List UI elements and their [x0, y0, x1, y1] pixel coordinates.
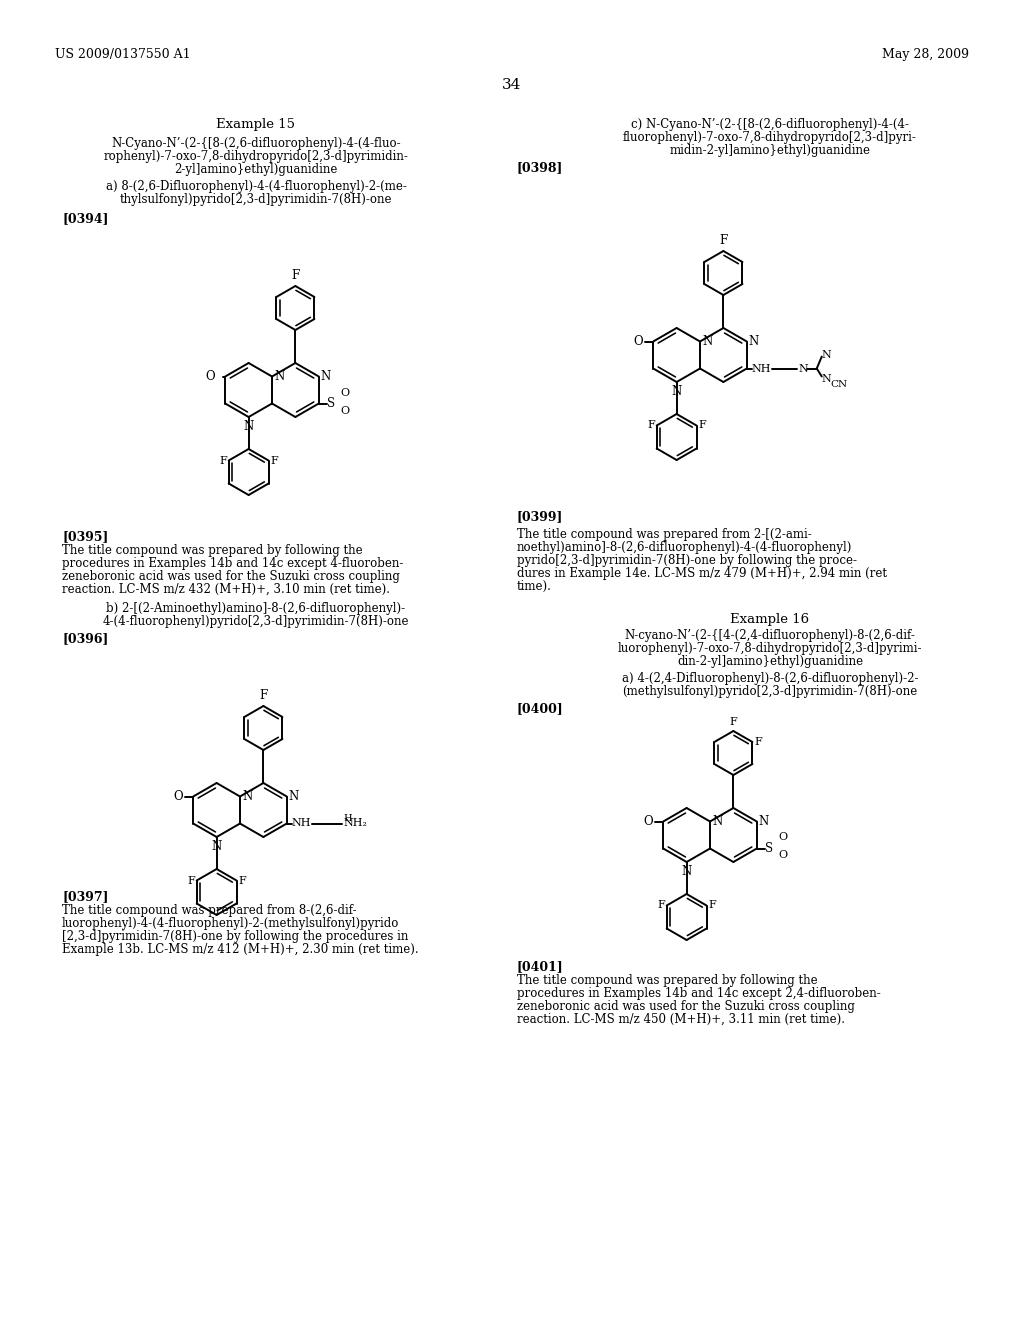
Text: N: N: [749, 335, 759, 348]
Text: procedures in Examples 14b and 14c except 4-fluoroben-: procedures in Examples 14b and 14c excep…: [62, 557, 403, 570]
Text: F: F: [239, 875, 247, 886]
Text: F: F: [729, 717, 737, 727]
Text: Example 13b. LC-MS m/z 412 (M+H)+, 2.30 min (ret time).: Example 13b. LC-MS m/z 412 (M+H)+, 2.30 …: [62, 942, 419, 956]
Text: F: F: [719, 234, 727, 247]
Text: [0400]: [0400]: [517, 702, 564, 715]
Text: N: N: [244, 420, 254, 433]
Text: [2,3-d]pyrimidin-7(8H)-one by following the procedures in: [2,3-d]pyrimidin-7(8H)-one by following …: [62, 931, 409, 942]
Text: din-2-yl]amino}ethyl)guanidine: din-2-yl]amino}ethyl)guanidine: [677, 655, 863, 668]
Text: dures in Example 14e. LC-MS m/z 479 (M+H)+, 2.94 min (ret: dures in Example 14e. LC-MS m/z 479 (M+H…: [517, 568, 887, 579]
Text: O: O: [341, 405, 350, 416]
Text: N: N: [702, 335, 713, 348]
Text: F: F: [291, 269, 299, 282]
Text: F: F: [647, 421, 654, 430]
Text: NH₂: NH₂: [344, 818, 368, 829]
Text: The title compound was prepared by following the: The title compound was prepared by follo…: [517, 974, 817, 987]
Text: O: O: [779, 833, 787, 842]
Text: luorophenyl)-4-(4-fluorophenyl)-2-(methylsulfonyl)pyrido: luorophenyl)-4-(4-fluorophenyl)-2-(methy…: [62, 917, 399, 931]
Text: N: N: [321, 370, 331, 383]
Text: c) N-Cyano-N’-(2-{[8-(2,6-difluorophenyl)-4-(4-: c) N-Cyano-N’-(2-{[8-(2,6-difluorophenyl…: [631, 117, 909, 131]
Text: S: S: [327, 397, 335, 411]
Text: NH: NH: [292, 818, 311, 829]
Text: F: F: [187, 875, 195, 886]
Text: The title compound was prepared from 2-[(2-ami-: The title compound was prepared from 2-[…: [517, 528, 812, 541]
Text: luorophenyl)-7-oxo-7,8-dihydropyrido[2,3-d]pyrimi-: luorophenyl)-7-oxo-7,8-dihydropyrido[2,3…: [617, 642, 923, 655]
Text: F: F: [698, 421, 707, 430]
Text: F: F: [270, 455, 279, 466]
Text: N: N: [759, 814, 769, 828]
Text: Example 15: Example 15: [216, 117, 296, 131]
Text: N: N: [822, 350, 831, 359]
Text: a) 4-(2,4-Difluorophenyl)-8-(2,6-difluorophenyl)-2-: a) 4-(2,4-Difluorophenyl)-8-(2,6-difluor…: [622, 672, 919, 685]
Text: F: F: [755, 737, 762, 747]
Text: NH: NH: [752, 363, 771, 374]
Text: time).: time).: [517, 579, 552, 593]
Text: zeneboronic acid was used for the Suzuki cross coupling: zeneboronic acid was used for the Suzuki…: [62, 570, 400, 583]
Text: S: S: [765, 842, 773, 855]
Text: H: H: [344, 814, 352, 822]
Text: N: N: [822, 374, 831, 384]
Text: N: N: [212, 840, 222, 853]
Text: May 28, 2009: May 28, 2009: [882, 48, 969, 61]
Text: pyrido[2,3-d]pyrimidin-7(8H)-one by following the proce-: pyrido[2,3-d]pyrimidin-7(8H)-one by foll…: [517, 554, 857, 568]
Text: 2-yl]amino}ethyl)guanidine: 2-yl]amino}ethyl)guanidine: [174, 162, 338, 176]
Text: 34: 34: [503, 78, 521, 92]
Text: [0396]: [0396]: [62, 632, 109, 645]
Text: CN: CN: [830, 380, 848, 389]
Text: O: O: [634, 335, 643, 348]
Text: [0399]: [0399]: [517, 510, 563, 523]
Text: N: N: [274, 370, 285, 383]
Text: O: O: [174, 789, 183, 803]
Text: fluorophenyl)-7-oxo-7,8-dihydropyrido[2,3-d]pyri-: fluorophenyl)-7-oxo-7,8-dihydropyrido[2,…: [623, 131, 916, 144]
Text: N: N: [799, 363, 809, 374]
Text: US 2009/0137550 A1: US 2009/0137550 A1: [55, 48, 190, 61]
Text: N-cyano-N’-(2-{[4-(2,4-difluorophenyl)-8-(2,6-dif-: N-cyano-N’-(2-{[4-(2,4-difluorophenyl)-8…: [625, 630, 915, 642]
Text: N: N: [289, 789, 299, 803]
Text: The title compound was prepared from 8-(2,6-dif-: The title compound was prepared from 8-(…: [62, 904, 356, 917]
Text: Example 16: Example 16: [730, 612, 810, 626]
Text: N: N: [672, 385, 682, 399]
Text: rophenyl)-7-oxo-7,8-dihydropyrido[2,3-d]pyrimidin-: rophenyl)-7-oxo-7,8-dihydropyrido[2,3-d]…: [103, 150, 409, 162]
Text: (methylsulfonyl)pyrido[2,3-d]pyrimidin-7(8H)-one: (methylsulfonyl)pyrido[2,3-d]pyrimidin-7…: [623, 685, 918, 698]
Text: thylsulfonyl)pyrido[2,3-d]pyrimidin-7(8H)-one: thylsulfonyl)pyrido[2,3-d]pyrimidin-7(8H…: [120, 193, 392, 206]
Text: midin-2-yl]amino}ethyl)guanidine: midin-2-yl]amino}ethyl)guanidine: [670, 144, 870, 157]
Text: noethyl)amino]-8-(2,6-difluorophenyl)-4-(4-fluorophenyl): noethyl)amino]-8-(2,6-difluorophenyl)-4-…: [517, 541, 852, 554]
Text: O: O: [644, 814, 653, 828]
Text: O: O: [779, 850, 787, 861]
Text: reaction. LC-MS m/z 432 (M+H)+, 3.10 min (ret time).: reaction. LC-MS m/z 432 (M+H)+, 3.10 min…: [62, 583, 390, 597]
Text: [0397]: [0397]: [62, 890, 109, 903]
Text: [0394]: [0394]: [62, 213, 109, 224]
Text: F: F: [709, 900, 716, 911]
Text: F: F: [657, 900, 665, 911]
Text: N: N: [682, 865, 692, 878]
Text: O: O: [206, 370, 215, 383]
Text: F: F: [259, 689, 267, 702]
Text: N: N: [712, 814, 722, 828]
Text: [0401]: [0401]: [517, 960, 564, 973]
Text: zeneboronic acid was used for the Suzuki cross coupling: zeneboronic acid was used for the Suzuki…: [517, 1001, 855, 1012]
Text: N-Cyano-N’-(2-{[8-(2,6-difluorophenyl)-4-(4-fluo-: N-Cyano-N’-(2-{[8-(2,6-difluorophenyl)-4…: [112, 137, 400, 150]
Text: a) 8-(2,6-Difluorophenyl)-4-(4-fluorophenyl)-2-(me-: a) 8-(2,6-Difluorophenyl)-4-(4-fluorophe…: [105, 180, 407, 193]
Text: [0395]: [0395]: [62, 531, 109, 543]
Text: N: N: [242, 789, 252, 803]
Text: The title compound was prepared by following the: The title compound was prepared by follo…: [62, 544, 362, 557]
Text: 4-(4-fluorophenyl)pyrido[2,3-d]pyrimidin-7(8H)-one: 4-(4-fluorophenyl)pyrido[2,3-d]pyrimidin…: [102, 615, 410, 628]
Text: b) 2-[(2-Aminoethyl)amino]-8-(2,6-difluorophenyl)-: b) 2-[(2-Aminoethyl)amino]-8-(2,6-difluo…: [106, 602, 406, 615]
Text: O: O: [341, 388, 350, 397]
Text: procedures in Examples 14b and 14c except 2,4-difluoroben-: procedures in Examples 14b and 14c excep…: [517, 987, 881, 1001]
Text: F: F: [219, 455, 226, 466]
Text: reaction. LC-MS m/z 450 (M+H)+, 3.11 min (ret time).: reaction. LC-MS m/z 450 (M+H)+, 3.11 min…: [517, 1012, 845, 1026]
Text: [0398]: [0398]: [517, 161, 563, 174]
